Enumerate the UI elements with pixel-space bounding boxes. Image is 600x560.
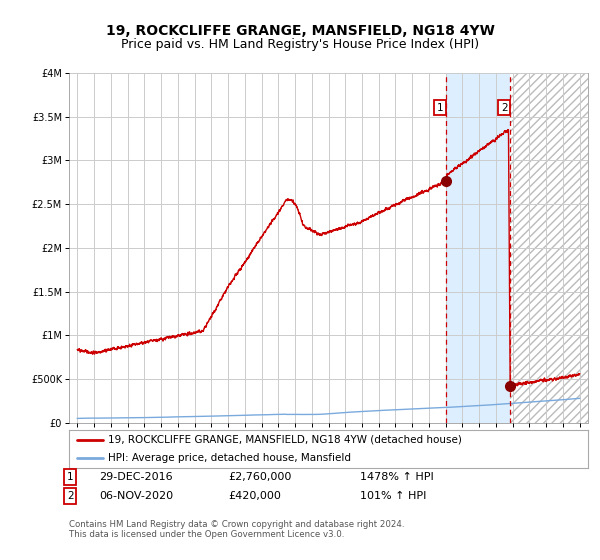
Text: 1: 1 xyxy=(67,472,74,482)
Text: 29-DEC-2016: 29-DEC-2016 xyxy=(99,472,173,482)
Text: 19, ROCKCLIFFE GRANGE, MANSFIELD, NG18 4YW: 19, ROCKCLIFFE GRANGE, MANSFIELD, NG18 4… xyxy=(106,25,494,38)
Text: 06-NOV-2020: 06-NOV-2020 xyxy=(99,491,173,501)
Text: 2: 2 xyxy=(67,491,74,501)
Bar xyxy=(446,73,510,423)
Text: £2,760,000: £2,760,000 xyxy=(228,472,292,482)
Text: 1: 1 xyxy=(436,103,443,113)
Text: Contains HM Land Registry data © Crown copyright and database right 2024.
This d: Contains HM Land Registry data © Crown c… xyxy=(69,520,404,539)
Text: 101% ↑ HPI: 101% ↑ HPI xyxy=(360,491,427,501)
Text: 1478% ↑ HPI: 1478% ↑ HPI xyxy=(360,472,434,482)
Text: 2: 2 xyxy=(501,103,508,113)
Bar xyxy=(510,73,588,423)
Text: 19, ROCKCLIFFE GRANGE, MANSFIELD, NG18 4YW (detached house): 19, ROCKCLIFFE GRANGE, MANSFIELD, NG18 4… xyxy=(108,435,462,445)
Text: Price paid vs. HM Land Registry's House Price Index (HPI): Price paid vs. HM Land Registry's House … xyxy=(121,38,479,51)
Text: £420,000: £420,000 xyxy=(228,491,281,501)
Text: HPI: Average price, detached house, Mansfield: HPI: Average price, detached house, Mans… xyxy=(108,453,351,463)
